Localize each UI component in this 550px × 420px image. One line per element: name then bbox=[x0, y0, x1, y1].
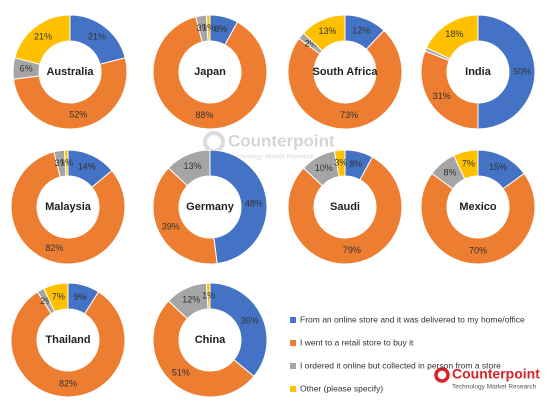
donut-title: Australia bbox=[46, 66, 94, 78]
logo-tagline: Technology Market Research bbox=[452, 384, 537, 391]
donut-title: Malaysia bbox=[45, 201, 92, 213]
donut-title: India bbox=[465, 66, 492, 78]
value-label: 1% bbox=[202, 290, 215, 300]
donut-slice bbox=[477, 14, 536, 130]
value-label: 48% bbox=[245, 199, 263, 209]
value-label: 51% bbox=[172, 367, 190, 377]
value-label: 7% bbox=[52, 291, 65, 301]
value-label: 12% bbox=[182, 295, 200, 305]
value-label: 82% bbox=[45, 243, 63, 253]
donut: 21% 52% 6% 21% Australia bbox=[12, 14, 128, 130]
legend-swatch bbox=[290, 340, 296, 346]
value-label: 13% bbox=[319, 26, 337, 36]
donut-slice bbox=[205, 282, 211, 310]
value-label: 10% bbox=[315, 163, 333, 173]
value-label: 8% bbox=[443, 167, 456, 177]
donut-slice bbox=[287, 156, 403, 265]
value-label: 2% bbox=[305, 38, 318, 48]
donut: 48% 39% 13% Germany bbox=[152, 149, 268, 265]
donut-slice bbox=[209, 149, 268, 265]
legend-swatch bbox=[290, 363, 296, 369]
donut: 8% 88% 3%1% Japan bbox=[152, 14, 268, 130]
donut-slice bbox=[152, 16, 268, 130]
donut-slice bbox=[205, 14, 211, 42]
donut-title: Thailand bbox=[45, 334, 90, 346]
donut-title: China bbox=[195, 334, 226, 346]
donut: 14% 82% 3%1% Malaysia bbox=[10, 149, 126, 265]
logo-name: Counterpoint bbox=[452, 366, 540, 382]
value-label: 1% bbox=[60, 157, 73, 167]
value-label: 7% bbox=[462, 158, 475, 168]
donut: 9% 82% 2%7% Thailand bbox=[10, 282, 126, 398]
donut-slice bbox=[209, 282, 268, 378]
donut-slice bbox=[63, 149, 69, 177]
legend-swatch bbox=[290, 317, 296, 323]
value-label: 2% bbox=[40, 296, 53, 306]
legend-label: From an online store and it was delivere… bbox=[300, 314, 525, 324]
donut-slice bbox=[167, 149, 211, 187]
value-label: 12% bbox=[352, 25, 370, 35]
donut-slice bbox=[10, 291, 126, 398]
donut-slice bbox=[453, 149, 479, 180]
value-label: 14% bbox=[78, 162, 96, 172]
watermark-tagline: Technology Market Research bbox=[230, 154, 315, 161]
donut-slice bbox=[152, 167, 218, 265]
value-label: 18% bbox=[445, 29, 463, 39]
legend-swatch bbox=[290, 386, 296, 392]
donut-slice bbox=[333, 149, 346, 178]
donut-slice bbox=[420, 50, 479, 130]
value-label: 3% bbox=[55, 158, 68, 168]
value-label: 6% bbox=[20, 64, 33, 74]
value-label: 82% bbox=[59, 378, 77, 388]
legend-label: I ordered it online but collected in per… bbox=[300, 360, 501, 370]
value-label: 73% bbox=[340, 110, 358, 120]
watermark-icon bbox=[203, 131, 225, 153]
value-label: 1% bbox=[202, 22, 215, 32]
value-label: 8% bbox=[349, 159, 362, 169]
donut-title: Mexico bbox=[459, 201, 497, 213]
value-label: 36% bbox=[241, 316, 259, 326]
logo: Counterpoint Technology Market Research bbox=[434, 366, 540, 391]
donut-slice bbox=[14, 14, 71, 65]
donut: 8% 79% 10%3% Saudi bbox=[287, 149, 403, 265]
donut-slice bbox=[302, 14, 346, 52]
value-label: 39% bbox=[162, 221, 180, 231]
donut-slice bbox=[10, 151, 126, 265]
donut-slice bbox=[420, 172, 536, 265]
value-label: 70% bbox=[469, 245, 487, 255]
value-label: 50% bbox=[513, 66, 531, 76]
value-label: 79% bbox=[343, 245, 361, 255]
value-label: 21% bbox=[88, 32, 106, 42]
value-label: 21% bbox=[34, 32, 52, 42]
donut: 50% 31% 18% India bbox=[420, 14, 536, 130]
donut-slice bbox=[43, 282, 69, 313]
donut-slice bbox=[12, 57, 128, 130]
value-label: 15% bbox=[489, 162, 507, 172]
watermark-name: Counterpoint bbox=[228, 131, 335, 150]
donut-slice bbox=[287, 29, 403, 130]
value-label: 13% bbox=[184, 161, 202, 171]
logo-icon bbox=[434, 367, 450, 383]
donut: 12% 73% 2%13% South Africa bbox=[287, 14, 403, 130]
value-label: 8% bbox=[214, 24, 227, 34]
value-label: 31% bbox=[433, 91, 451, 101]
donut: 15% 70% 8% 7% Mexico bbox=[420, 149, 536, 265]
value-label: 52% bbox=[69, 110, 87, 120]
legend-label: Other (please specify) bbox=[300, 383, 383, 393]
donut-title: South Africa bbox=[313, 66, 379, 78]
donut-title: Saudi bbox=[330, 201, 360, 213]
donut: 36% 51% 12% 1% China bbox=[152, 282, 268, 398]
value-label: 9% bbox=[74, 292, 87, 302]
donut-slice bbox=[425, 14, 479, 60]
value-label: 3% bbox=[197, 23, 210, 33]
donut-title: Germany bbox=[186, 201, 235, 213]
value-label: 3% bbox=[334, 158, 347, 168]
donut-title: Japan bbox=[194, 66, 226, 78]
legend-label: I went to a retail store to buy it bbox=[300, 337, 414, 347]
value-label: 88% bbox=[195, 110, 213, 120]
donut-slice bbox=[152, 300, 255, 398]
